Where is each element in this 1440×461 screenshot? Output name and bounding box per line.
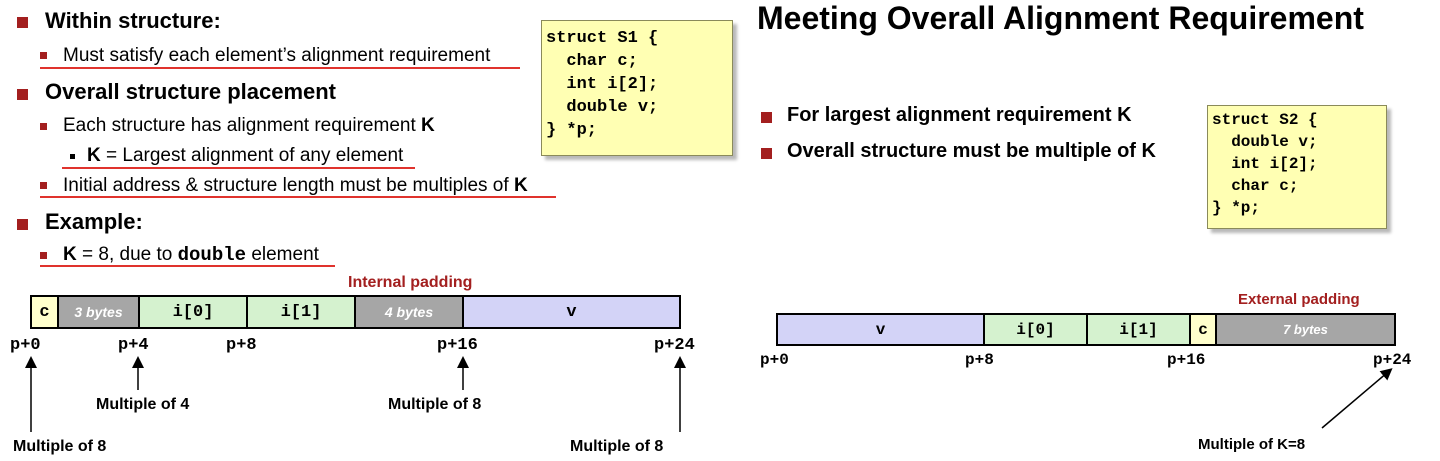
cell-i0: i[0] xyxy=(985,315,1088,344)
struct-s2-code-box: struct S2 { double v; int i[2]; char c; … xyxy=(1207,105,1387,229)
external-padding-label: External padding xyxy=(1238,291,1360,308)
bullet-example: Example: xyxy=(45,209,143,234)
double-keyword: double xyxy=(177,244,247,266)
subsub-bullet-square-icon xyxy=(70,154,75,159)
element-text: element xyxy=(246,244,319,265)
k-symbol: K xyxy=(421,115,435,136)
red-underline xyxy=(40,196,556,198)
s1-arrows xyxy=(25,356,686,432)
struct-s2-code: struct S2 { double v; int i[2]; char c; … xyxy=(1212,111,1318,217)
offset-p24: p+24 xyxy=(654,336,695,355)
k-symbol: K xyxy=(87,145,101,166)
slide-title: Meeting Overall Alignment Requirement xyxy=(757,0,1364,36)
annotation-multiple-of-8-left: Multiple of 8 xyxy=(13,438,107,455)
bullet-structure-multiple: Overall structure must be multiple of K xyxy=(787,140,1156,162)
sub-bullet-square-icon xyxy=(40,52,47,59)
offset-p24: p+24 xyxy=(1373,351,1412,369)
sub-bullet-alignment-requirement: Must satisfy each element’s alignment re… xyxy=(63,45,491,66)
cell-c: c xyxy=(1191,315,1217,344)
subsub-bullet-largest-alignment: K = Largest alignment of any element xyxy=(87,145,403,167)
cell-c: c xyxy=(32,297,59,327)
offset-p8: p+8 xyxy=(965,351,994,369)
s2-memory-layout: v i[0] i[1] c 7 bytes xyxy=(776,313,1396,346)
offset-p8: p+8 xyxy=(226,336,257,355)
each-structure-text: Each structure has alignment requirement xyxy=(63,115,422,136)
struct-s1-code: struct S1 { char c; int i[2]; double v; … xyxy=(546,29,659,140)
annotation-multiple-of-4: Multiple of 4 xyxy=(96,396,190,413)
sub-bullet-square-icon xyxy=(40,123,47,130)
cell-v: v xyxy=(464,297,679,327)
annotation-multiple-of-8-right: Multiple of 8 xyxy=(570,438,664,455)
offset-p0: p+0 xyxy=(10,336,41,355)
red-underline xyxy=(62,167,415,169)
offset-p0: p+0 xyxy=(760,351,789,369)
cell-padding-4-bytes: 4 bytes xyxy=(356,297,464,327)
bullet-square-icon xyxy=(17,219,28,230)
cell-i1: i[1] xyxy=(1088,315,1191,344)
offset-p16: p+16 xyxy=(1167,351,1206,369)
offset-p16: p+16 xyxy=(437,336,478,355)
struct-s1-code-box: struct S1 { char c; int i[2]; double v; … xyxy=(541,20,733,156)
sub-bullet-initial-address: Initial address & structure length must … xyxy=(63,175,528,197)
bullet-within-structure: Within structure: xyxy=(45,8,221,33)
sub-bullet-square-icon xyxy=(40,252,47,259)
cell-v: v xyxy=(778,315,985,344)
arrow-multiple-k-icon xyxy=(1321,368,1393,429)
bullet-square-icon xyxy=(761,112,772,123)
cell-padding-7-bytes: 7 bytes xyxy=(1217,315,1394,344)
cell-i1: i[1] xyxy=(248,297,356,327)
red-underline xyxy=(40,67,520,69)
bullet-largest-alignment: For largest alignment requirement K xyxy=(787,104,1132,126)
largest-alignment-text: = Largest alignment of any element xyxy=(100,145,404,166)
sub-bullet-each-structure: Each structure has alignment requirement… xyxy=(63,115,435,137)
internal-padding-label: Internal padding xyxy=(348,274,473,291)
s1-memory-layout: c 3 bytes i[0] i[1] 4 bytes v xyxy=(30,295,681,329)
red-underline xyxy=(40,265,335,267)
bullet-square-icon xyxy=(17,89,28,100)
annotation-multiple-of-8-mid: Multiple of 8 xyxy=(388,396,482,413)
s2-arrows xyxy=(1321,368,1393,429)
bullet-square-icon xyxy=(17,17,28,28)
annotation-multiple-of-k: Multiple of K=8 xyxy=(1198,436,1306,453)
k-equals-text: = 8, due to xyxy=(76,244,178,265)
offset-p4: p+4 xyxy=(118,336,149,355)
cell-padding-3-bytes: 3 bytes xyxy=(59,297,140,327)
k-symbol: K xyxy=(513,175,528,196)
sub-bullet-k-equals-8: K = 8, due to double element xyxy=(63,244,319,266)
bullet-square-icon xyxy=(761,148,772,159)
k-symbol: K xyxy=(63,244,77,265)
sub-bullet-square-icon xyxy=(40,182,47,189)
initial-address-text: Initial address & structure length must … xyxy=(63,175,514,196)
cell-i0: i[0] xyxy=(140,297,248,327)
bullet-overall-placement: Overall structure placement xyxy=(45,79,337,104)
